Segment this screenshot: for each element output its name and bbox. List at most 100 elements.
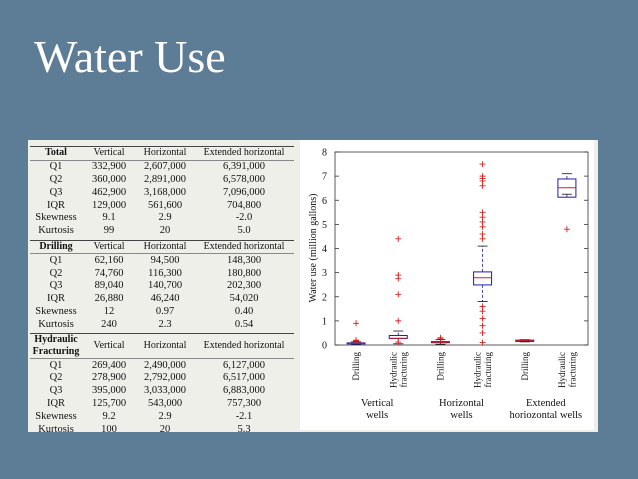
cell: 3,168,000	[144, 186, 186, 198]
cell: 180,800	[226, 267, 262, 279]
cell: 54,020	[229, 293, 259, 305]
cell: 12	[103, 305, 115, 317]
x-tick-label: Hydraulicfracturing	[557, 352, 577, 388]
cell: 129,000	[91, 199, 127, 211]
outlier	[479, 329, 486, 336]
cell: 26,880	[94, 293, 124, 305]
cell: 360,000	[91, 173, 127, 185]
outlier	[479, 315, 486, 322]
y-tick-label: 8	[322, 148, 327, 159]
box	[473, 271, 493, 286]
y-tick-label: 6	[322, 196, 327, 207]
header-cell: Vertical	[82, 333, 136, 360]
y-tick-label: 4	[322, 244, 327, 255]
cell: Q1	[49, 359, 63, 371]
cell: IQR	[46, 397, 66, 409]
cell: Q1	[49, 161, 63, 173]
cell: 7,096,000	[223, 186, 265, 198]
table-section: Hydraulic Fracturing Vertical Horizontal Ex…	[30, 333, 294, 436]
cell: 6,127,000	[223, 359, 265, 371]
cell: Skewness	[35, 212, 77, 224]
outlier	[437, 335, 444, 342]
cell: 462,900	[91, 186, 127, 198]
cell: IQR	[46, 199, 66, 211]
outlier	[479, 161, 486, 168]
cell: 2.9	[158, 410, 172, 422]
cell: 2,607,000	[144, 161, 186, 173]
outlier	[395, 339, 402, 346]
cell: 94,500	[150, 254, 180, 266]
header-cell: Horizontal	[136, 239, 194, 255]
cell: 99	[103, 225, 115, 237]
cell: Q2	[49, 267, 63, 279]
cell: Q2	[49, 173, 63, 185]
cell: 100	[101, 423, 117, 435]
cell: 5.0	[237, 225, 251, 237]
header-cell: Extended horizontal	[194, 333, 294, 360]
cell: 0.54	[234, 318, 254, 330]
y-tick-label: 7	[322, 172, 327, 183]
cell: 5.3	[237, 423, 251, 435]
cell: IQR	[46, 293, 66, 305]
cell: Q2	[49, 372, 63, 384]
cell: 62,160	[94, 254, 124, 266]
cell: 140,700	[147, 280, 183, 292]
cell: 46,240	[150, 293, 180, 305]
x-tick-label: Drilling	[520, 352, 530, 381]
x-tick-label: Hydraulicfracturing	[473, 352, 493, 388]
outlier	[479, 322, 486, 329]
table-section: Total Vertical Horizontal Extended horizont…	[30, 146, 294, 238]
cell: 2,891,000	[144, 173, 186, 185]
outlier	[479, 308, 486, 315]
x-tick-label: Drilling	[435, 352, 445, 381]
header-cell: Vertical	[82, 239, 136, 255]
header-cell: Horizontal	[136, 146, 194, 161]
cell: 395,000	[91, 385, 127, 397]
outlier	[479, 182, 486, 189]
y-tick-label: 2	[322, 292, 327, 303]
outlier	[395, 275, 402, 282]
group-label: Vertical wells	[361, 398, 394, 421]
cell: Q1	[49, 254, 63, 266]
header-cell: Extended horizontal	[194, 146, 294, 161]
cell: Kurtosis	[38, 423, 74, 435]
cell: 6,517,000	[223, 372, 265, 384]
cell: 332,900	[91, 161, 127, 173]
cell: 0.40	[234, 305, 254, 317]
x-tick-label: Hydraulicfracturing	[388, 352, 408, 388]
cell: 2.9	[158, 212, 172, 224]
table-section: Drilling Vertical Horizontal Extended horiz…	[30, 239, 294, 332]
cell: 125,700	[91, 397, 127, 409]
cell: 20	[159, 423, 171, 435]
outlier	[395, 291, 402, 298]
cell: 6,578,000	[223, 173, 265, 185]
group-label: Horizontal wells	[439, 398, 484, 421]
x-tick-label: Drilling	[351, 352, 361, 381]
cell: Kurtosis	[38, 318, 74, 330]
outlier	[395, 317, 402, 324]
header-cell: Hydraulic Fracturing	[30, 333, 82, 360]
outlier	[563, 226, 570, 233]
cell: Kurtosis	[38, 225, 74, 237]
y-tick-label: 1	[322, 316, 327, 327]
cell: 20	[159, 225, 171, 237]
cell: 202,300	[226, 280, 262, 292]
cell: 9.2	[102, 410, 116, 422]
cell: Q3	[49, 280, 63, 292]
cell: 0.97	[155, 305, 175, 317]
cell: 278,900	[91, 372, 127, 384]
cell: 148,300	[226, 254, 262, 266]
chart-background	[300, 140, 594, 430]
outlier	[479, 339, 486, 346]
stats-table: Total Vertical Horizontal Extended horizont…	[30, 146, 294, 438]
cell: 6,391,000	[223, 161, 265, 173]
outlier	[479, 235, 486, 242]
outlier	[479, 223, 486, 230]
outlier	[395, 235, 402, 242]
cell: -2.0	[235, 212, 253, 224]
cell: -2.1	[235, 410, 253, 422]
cell: 704,800	[226, 199, 262, 211]
header-cell: Horizontal	[136, 333, 194, 360]
cell: 9.1	[102, 212, 116, 224]
